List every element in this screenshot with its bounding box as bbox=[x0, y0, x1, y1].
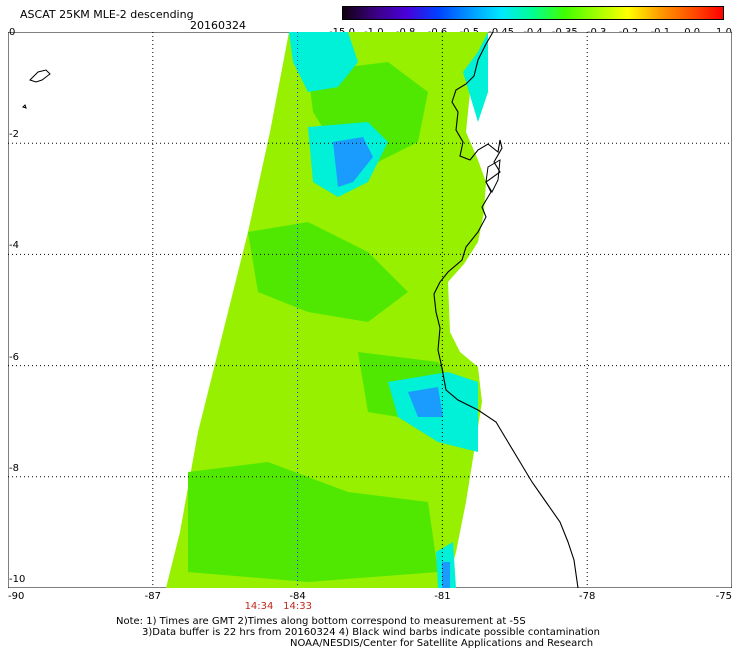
note-line-3: NOAA/NESDIS/Center for Satellite Applica… bbox=[290, 638, 594, 649]
longitude-label: -87 bbox=[144, 591, 161, 602]
pass-time-label: 14:34 bbox=[244, 601, 274, 612]
isabela-island bbox=[29, 69, 51, 83]
swath-cyan-edge bbox=[463, 32, 488, 122]
swath-green-patch-2 bbox=[248, 222, 408, 322]
swath-cyan-top bbox=[289, 32, 358, 92]
product-title: ASCAT 25KM MLE-2 descending bbox=[20, 8, 194, 21]
south-america-coastline bbox=[433, 32, 579, 588]
latitude-label: -8 bbox=[9, 462, 19, 474]
longitude-label: -90 bbox=[8, 591, 25, 602]
note-line-1: Note: 1) Times are GMT 2)Times along bot… bbox=[116, 616, 526, 627]
pass-time-label: 14:33 bbox=[283, 601, 313, 612]
product-date: 20160324 bbox=[190, 19, 246, 32]
longitude-label: -81 bbox=[434, 591, 451, 602]
gulf-island-shape bbox=[485, 159, 501, 194]
note-line-2: 3)Data buffer is 22 hrs from 20160324 4)… bbox=[142, 627, 600, 638]
latitude-label: 0 bbox=[9, 27, 16, 38]
swath-blue-south bbox=[442, 562, 450, 588]
swath-blue-east bbox=[408, 387, 443, 417]
latitude-label: -2 bbox=[9, 129, 19, 141]
wind-swath bbox=[166, 32, 488, 588]
galapagos-islands bbox=[22, 69, 51, 109]
latitude-label: -10 bbox=[9, 574, 26, 585]
lat-lon-grid bbox=[8, 32, 732, 588]
longitude-label: -78 bbox=[579, 591, 596, 602]
latitude-label: -6 bbox=[9, 351, 19, 363]
map-plot bbox=[8, 32, 732, 588]
latitude-label: -4 bbox=[9, 240, 19, 252]
coastline bbox=[433, 32, 579, 588]
longitude-label: -75 bbox=[715, 591, 732, 602]
swath-blue-mid bbox=[333, 137, 373, 187]
longitude-label: -84 bbox=[289, 591, 306, 602]
color-scale-bar bbox=[342, 6, 724, 20]
swath-green-patch-3 bbox=[188, 462, 438, 582]
small-island bbox=[22, 104, 27, 109]
